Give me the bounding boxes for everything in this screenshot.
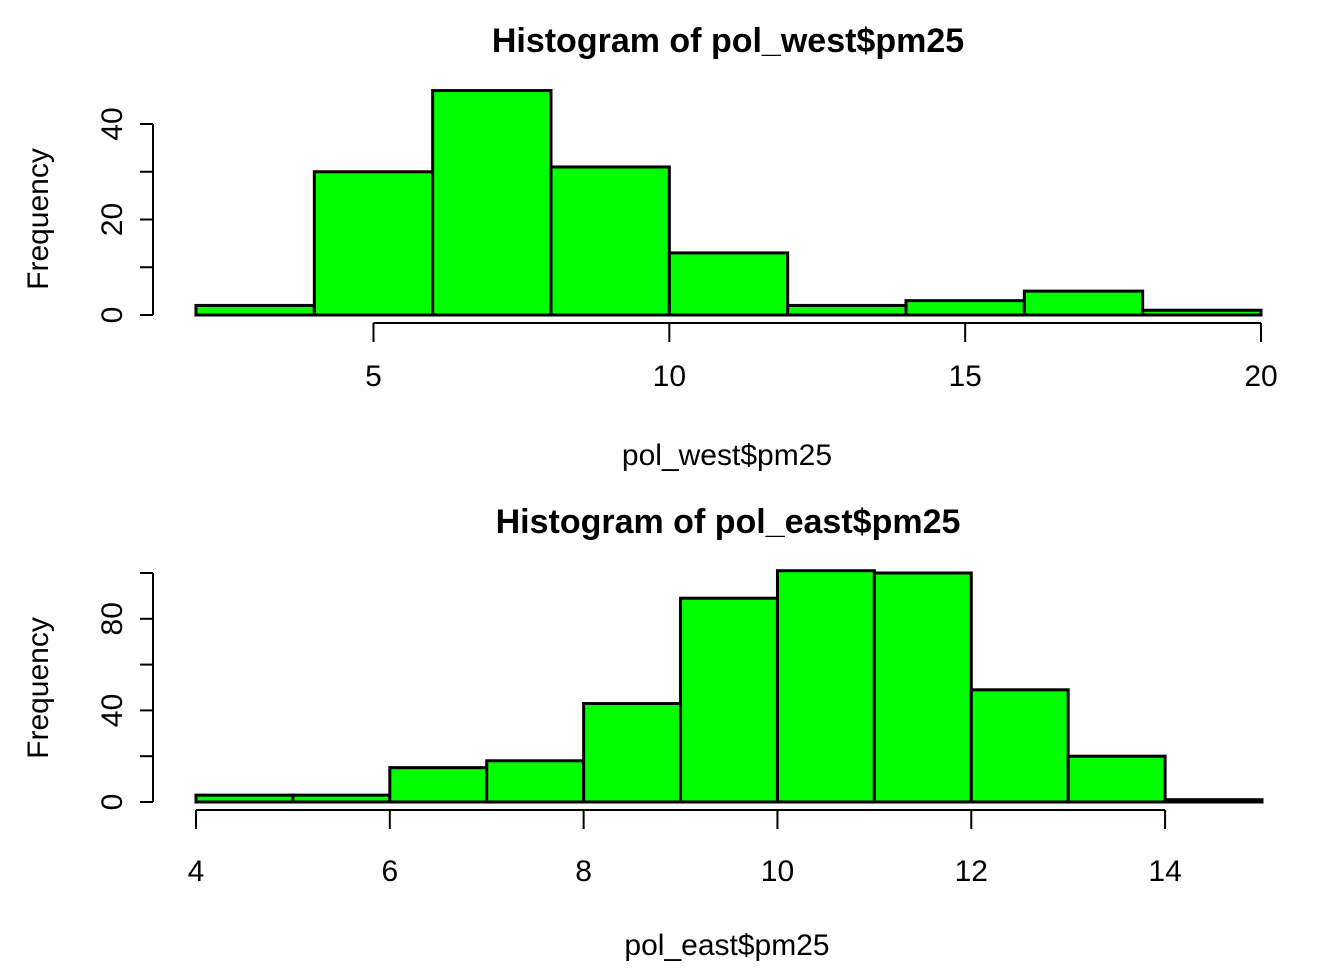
x-axis-label: pol_west$pm25 bbox=[622, 439, 832, 472]
chart-title: Histogram of pol_east$pm25 bbox=[496, 503, 961, 541]
histogram-bar bbox=[786, 303, 908, 317]
x-tick-label: 20 bbox=[1244, 360, 1277, 393]
histogram-bar bbox=[485, 759, 586, 804]
y-tick-label: 80 bbox=[96, 602, 129, 635]
histogram-bar bbox=[1141, 308, 1263, 317]
histogram-bar bbox=[312, 170, 435, 317]
plot-area: 5 10 15 20 0 20 40 bbox=[96, 89, 1278, 393]
x-tick-label: 10 bbox=[761, 855, 794, 888]
y-axis-label: Frequency bbox=[22, 148, 55, 290]
histogram-bar bbox=[549, 165, 671, 317]
histogram-bar bbox=[872, 571, 973, 804]
chart-title: Histogram of pol_west$pm25 bbox=[492, 22, 964, 60]
x-tick-label: 12 bbox=[955, 855, 988, 888]
x-tick-label: 6 bbox=[381, 855, 398, 888]
histogram-bar bbox=[1163, 798, 1264, 804]
histogram-pol-west: Histogram of pol_west$pm25 5 10 15 2002040 … bbox=[22, 22, 1278, 472]
y-tick-label: 0 bbox=[96, 307, 129, 324]
x-tick-label: 14 bbox=[1148, 855, 1181, 888]
histogram-bar bbox=[969, 688, 1070, 804]
y-tick-label: 40 bbox=[96, 694, 129, 727]
histogram-pol-east: Histogram of pol_east$pm25 4 6 8 10 12 14 0 40 8… bbox=[22, 503, 1264, 962]
y-axis-label: Frequency bbox=[22, 617, 55, 759]
y-tick-label: 0 bbox=[96, 794, 129, 811]
plot-area: 4 6 8 10 12 14 0 40 80 bbox=[96, 569, 1264, 888]
histogram-bar bbox=[679, 596, 779, 804]
histogram-bar bbox=[582, 702, 683, 804]
histogram-bar bbox=[291, 793, 392, 804]
histogram-bar bbox=[775, 569, 876, 804]
histogram-bar bbox=[194, 303, 316, 317]
y-tick-label: 20 bbox=[96, 203, 129, 236]
x-tick-label: 5 bbox=[365, 360, 382, 393]
x-tick-label: 15 bbox=[948, 360, 981, 393]
histogram-bar bbox=[194, 793, 295, 804]
x-axis-label: pol_east$pm25 bbox=[624, 929, 829, 962]
histogram-bar bbox=[904, 299, 1026, 317]
histogram-bar bbox=[1066, 754, 1167, 804]
y-tick-label: 40 bbox=[96, 107, 129, 140]
x-tick-label: 4 bbox=[188, 855, 205, 888]
histogram-bar bbox=[1022, 289, 1145, 317]
histogram-bar bbox=[431, 89, 553, 317]
x-tick-label: 10 bbox=[653, 360, 686, 393]
x-tick-label: 8 bbox=[575, 855, 592, 888]
histogram-bar bbox=[388, 766, 489, 804]
histogram-bar bbox=[667, 251, 790, 317]
